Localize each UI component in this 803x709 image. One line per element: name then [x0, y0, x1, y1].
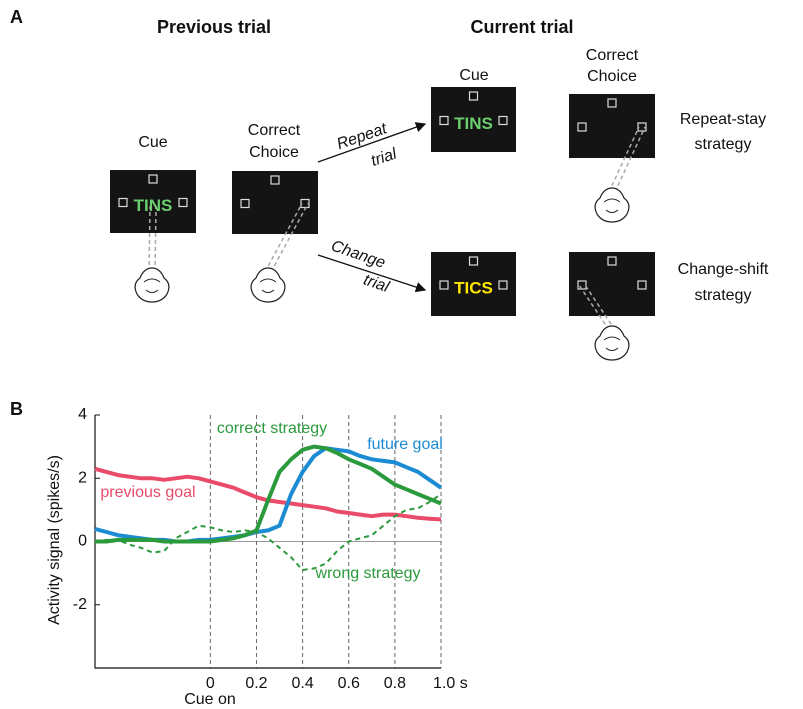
y-tick-label: 4: [78, 406, 87, 423]
series-label: future goal: [367, 436, 443, 453]
section-title: Previous trial: [157, 17, 271, 37]
strategy-label: strategy: [695, 287, 752, 304]
arrow-label: trial: [369, 145, 399, 170]
x-tick-label: 0.2: [245, 675, 267, 692]
series-label: previous goal: [100, 484, 195, 501]
panel-letter: A: [10, 7, 23, 27]
cue-word: TINS: [454, 114, 493, 133]
monkey-head: [595, 188, 629, 222]
annotation: Cue on: [184, 691, 236, 708]
x-tick-label: 0.8: [384, 675, 406, 692]
cue-word: TINS: [134, 196, 173, 215]
section-title: Current trial: [470, 17, 573, 37]
arrow-label: Change: [329, 238, 388, 272]
label: Correct: [586, 47, 639, 64]
monkey-head: [135, 268, 169, 302]
series-label: correct strategy: [217, 420, 327, 437]
y-tick-label: 0: [78, 533, 87, 550]
screen: [569, 94, 655, 158]
label: Cue: [138, 134, 167, 151]
strategy-label: Repeat-stay: [680, 111, 766, 128]
monkey-head: [251, 268, 285, 302]
label: Choice: [587, 68, 637, 85]
x-tick-label: 1.0 s: [433, 675, 468, 692]
screen: [232, 171, 318, 234]
panel-letter: B: [10, 399, 23, 419]
x-tick-label: 0.4: [291, 675, 313, 692]
screen: [569, 252, 655, 316]
y-tick-label: 2: [78, 469, 87, 486]
arrow-label: trial: [361, 272, 391, 297]
label: Correct: [248, 122, 301, 139]
y-tick-label: -2: [73, 596, 87, 613]
cue-word: TICS: [454, 278, 493, 297]
strategy-label: Change-shift: [678, 261, 769, 278]
arrow-label: Repeat: [335, 120, 390, 153]
figure: A Previous trial Current trial Cue Corre…: [0, 0, 803, 709]
label: Cue: [459, 67, 488, 84]
series-label: wrong strategy: [315, 565, 421, 582]
x-tick-label: 0.6: [338, 675, 360, 692]
x-tick-label: 0: [206, 675, 215, 692]
monkey-head: [595, 326, 629, 360]
label: Choice: [249, 144, 299, 161]
strategy-label: strategy: [695, 136, 752, 153]
y-axis-label: Activity signal (spikes/s): [46, 455, 63, 625]
